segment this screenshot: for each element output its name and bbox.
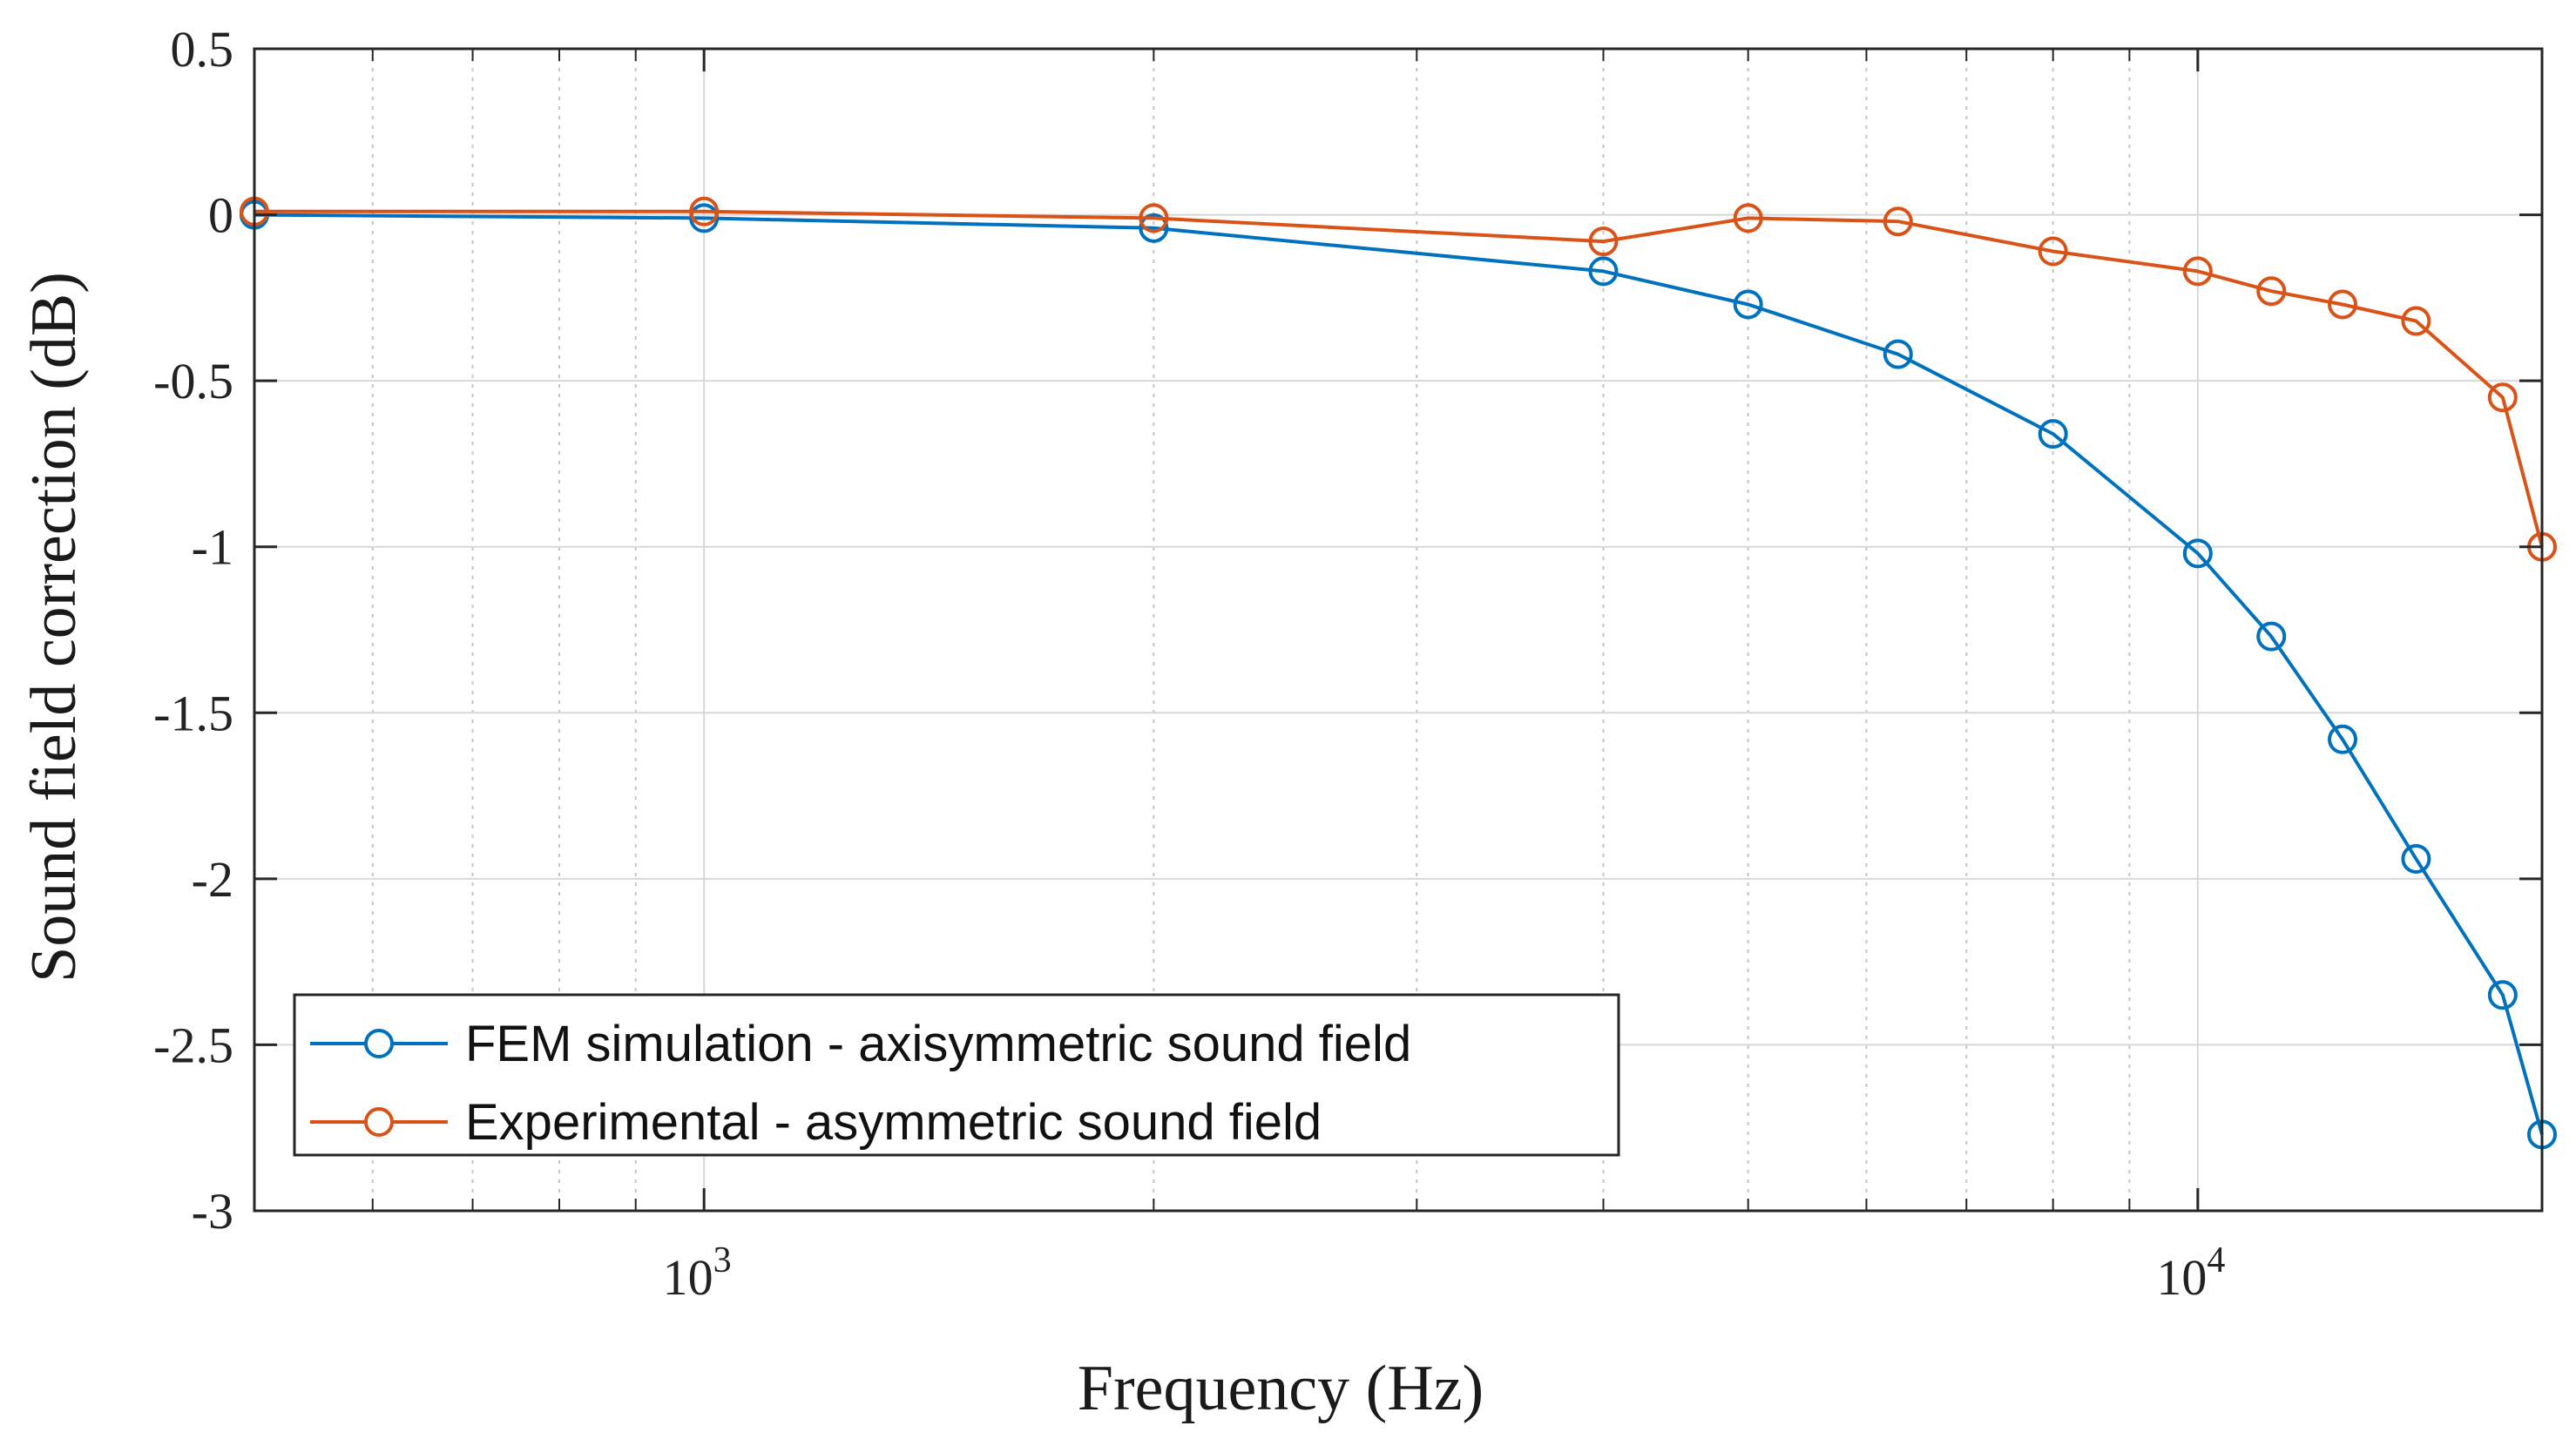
y-tick-label: -3: [192, 1183, 233, 1240]
data-point: [2328, 724, 2358, 754]
data-point: [2038, 419, 2068, 449]
y-tick-label: -1: [192, 519, 233, 576]
y-tick-label: -2: [192, 851, 233, 908]
data-point: [2182, 538, 2213, 569]
y-tick-label: -1.5: [153, 685, 233, 741]
y-tick-label: -2.5: [153, 1017, 233, 1073]
plot-frame: [253, 47, 2544, 1213]
data-point: [2487, 382, 2518, 413]
legend-marker: [364, 1107, 394, 1137]
data-point: [1733, 203, 1763, 233]
x-tick-exponent: 3: [713, 1240, 732, 1280]
x-axis-title: Frequency (Hz): [1078, 1353, 1484, 1424]
series-line: [254, 213, 2544, 1135]
y-axis-title: Sound field correction (dB): [18, 272, 90, 983]
data-point: [2401, 306, 2431, 336]
legend-item: FEM simulation - axisymmetric sound fiel…: [310, 1016, 1411, 1072]
x-tick-labels: 103 104: [663, 1240, 2226, 1306]
legend: FEM simulation - axisymmetric sound fiel…: [293, 993, 1620, 1157]
data-point: [2487, 980, 2518, 1010]
x-tick-exponent: 4: [2207, 1240, 2225, 1280]
y-tick-label: -0.5: [153, 353, 233, 409]
y-tick-labels: 0.5 0 -0.5 -1 -1.5 -2 -2.5 -3: [153, 21, 233, 1240]
data-point: [1733, 289, 1763, 320]
x-tick-base: 10: [663, 1249, 713, 1306]
legend-box: [293, 993, 1620, 1157]
data-point: [2038, 236, 2068, 267]
x-tick-label: 103: [663, 1240, 732, 1306]
y-tick-label: 0: [208, 187, 233, 244]
x-tick-label: 104: [2156, 1240, 2225, 1306]
data-point: [1883, 206, 1913, 237]
y-tick-label: 0.5: [171, 21, 234, 78]
data-point: [1588, 226, 1619, 257]
data-point: [2182, 256, 2213, 287]
series-line: [254, 209, 2544, 548]
data-point: [2256, 276, 2287, 307]
x-tick-base: 10: [2156, 1249, 2207, 1306]
data-point: [1883, 339, 1913, 369]
legend-item: Experimental - asymmetric sound field: [310, 1094, 1322, 1151]
data-point: [1139, 203, 1169, 233]
data-point: [689, 196, 720, 226]
data-point: [1139, 213, 1169, 243]
series-1: [240, 199, 2557, 1150]
legend-label: FEM simulation - axisymmetric sound fiel…: [465, 1016, 1411, 1072]
data-point: [2256, 621, 2287, 652]
legend-marker: [364, 1029, 394, 1058]
ticks-layer: [254, 47, 2542, 1213]
data-point: [2401, 843, 2431, 874]
data-point: [1588, 256, 1619, 287]
legend-label: Experimental - asymmetric sound field: [465, 1094, 1322, 1151]
data-point: [2328, 289, 2358, 320]
